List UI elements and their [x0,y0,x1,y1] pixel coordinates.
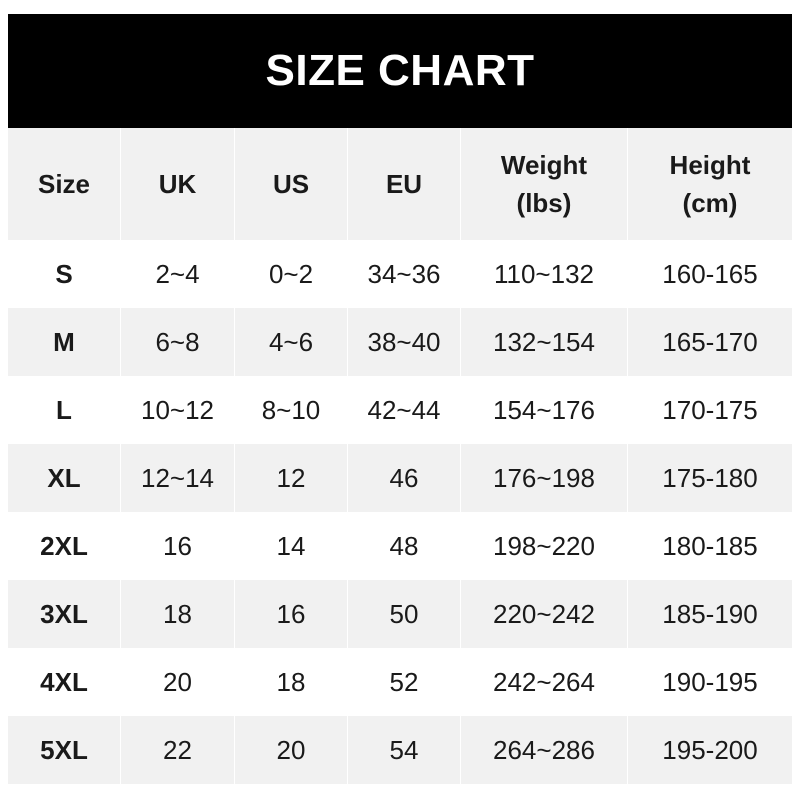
column-header-height: Height (cm) [628,128,792,240]
table-cell: 180-185 [662,530,758,561]
size-label-cell: M [8,308,121,376]
table-cell: 50 [348,580,461,648]
column-header-eu: EU [348,128,461,240]
table-cell: 4~6 [235,308,348,376]
table-cell: 6~8 [121,308,235,376]
table-cell: 0~2 [235,240,348,308]
table-cell: 198~220 [461,512,628,580]
size-chart-title: SIZE CHART [8,14,792,128]
table-cell: 20 [121,648,235,716]
table-cell: 160-165 [662,258,758,289]
table-cell: 185-190 [628,580,792,648]
table-cell: 12 [235,444,348,512]
table-cell: 175-180 [628,444,792,512]
table-cell: 22 [121,716,235,784]
table-cell: 42~44 [348,376,461,444]
table-cell: 18 [235,648,348,716]
column-header-uk: UK [121,128,235,240]
table-cell: 10~12 [121,376,235,444]
table-cell: 16 [235,580,348,648]
table-cell: 195-200 [628,716,792,784]
table-cell: 264~286 [461,716,628,784]
table-cell: 220~242 [461,580,628,648]
table-cell: 34~36 [348,240,461,308]
table-cell: 190-195 [662,666,758,697]
table-cell: 38~40 [348,308,461,376]
table-cell: 46 [348,444,461,512]
size-label-cell: L [8,376,121,444]
table-cell: 176~198 [461,444,628,512]
table-cell: 110~132 [461,240,628,308]
table-cell: 170-175 [662,394,758,425]
size-label-cell: 2XL [8,512,121,580]
size-label-cell: 5XL [8,716,121,784]
size-label-cell: 3XL [8,580,121,648]
table-cell: 242~264 [461,648,628,716]
table-cell: 154~176 [461,376,628,444]
table-cell: 20 [235,716,348,784]
table-cell: 14 [235,512,348,580]
column-header-weight: Weight (lbs) [461,128,628,240]
size-label-cell: XL [8,444,121,512]
table-cell: 48 [348,512,461,580]
table-cell: 12~14 [121,444,235,512]
size-chart-table: Size UK US EU Weight (lbs) Height (cm) S 2~4 0~2… [8,128,792,784]
table-cell: 18 [121,580,235,648]
table-cell: 165-170 [628,308,792,376]
table-cell: 2~4 [121,240,235,308]
size-label-cell: 4XL [8,648,121,716]
table-cell: 8~10 [235,376,348,444]
table-cell: 52 [348,648,461,716]
column-header-size: Size [8,128,121,240]
size-label-cell: S [8,240,121,308]
table-cell: 54 [348,716,461,784]
column-header-us: US [235,128,348,240]
table-cell: 16 [121,512,235,580]
table-cell: 132~154 [461,308,628,376]
